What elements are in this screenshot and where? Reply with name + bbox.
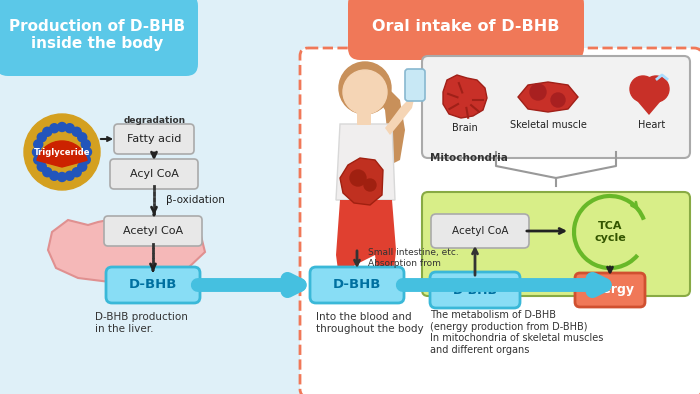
Polygon shape	[365, 80, 405, 165]
Polygon shape	[385, 95, 415, 135]
Text: The metabolism of D-BHB
(energy production from D-BHB)
In mitochondria of skelet: The metabolism of D-BHB (energy producti…	[430, 310, 603, 355]
Polygon shape	[518, 82, 578, 112]
Text: Skeletal muscle: Skeletal muscle	[510, 120, 587, 130]
Circle shape	[24, 114, 100, 190]
Text: Oral intake of D-BHB: Oral intake of D-BHB	[372, 19, 560, 33]
Circle shape	[339, 62, 391, 114]
Circle shape	[57, 173, 66, 182]
FancyBboxPatch shape	[431, 214, 529, 248]
FancyBboxPatch shape	[310, 267, 404, 303]
FancyBboxPatch shape	[106, 267, 200, 303]
Polygon shape	[48, 218, 205, 282]
FancyBboxPatch shape	[430, 272, 520, 308]
Circle shape	[81, 140, 90, 149]
Circle shape	[83, 147, 92, 156]
Wedge shape	[37, 141, 87, 167]
Text: D-BHB: D-BHB	[129, 279, 177, 292]
Circle shape	[81, 155, 90, 164]
Circle shape	[78, 162, 87, 171]
Circle shape	[530, 84, 546, 100]
FancyBboxPatch shape	[357, 111, 371, 125]
Circle shape	[630, 76, 656, 102]
Text: Production of D-BHB
inside the body: Production of D-BHB inside the body	[9, 19, 185, 51]
Circle shape	[72, 127, 81, 136]
Polygon shape	[336, 200, 396, 295]
Text: Into the blood and
throughout the body: Into the blood and throughout the body	[316, 312, 424, 334]
Text: Small intestine, etc.
Absorption from: Small intestine, etc. Absorption from	[368, 248, 458, 268]
Circle shape	[50, 124, 59, 133]
Text: Mitochondria: Mitochondria	[430, 153, 508, 163]
Text: Acetyl CoA: Acetyl CoA	[452, 226, 508, 236]
Text: Brain: Brain	[452, 123, 478, 133]
Text: β‐oxidation: β‐oxidation	[166, 195, 225, 205]
FancyBboxPatch shape	[300, 48, 700, 394]
Text: Acyl CoA: Acyl CoA	[130, 169, 178, 179]
FancyBboxPatch shape	[104, 216, 202, 246]
Circle shape	[364, 179, 376, 191]
Text: Heart: Heart	[638, 120, 666, 130]
Circle shape	[37, 162, 46, 171]
FancyBboxPatch shape	[422, 192, 690, 296]
Circle shape	[32, 147, 41, 156]
Text: Fatty acid: Fatty acid	[127, 134, 181, 144]
Text: D-BHB: D-BHB	[452, 284, 498, 297]
FancyBboxPatch shape	[348, 0, 584, 60]
Circle shape	[43, 168, 52, 177]
FancyBboxPatch shape	[422, 56, 690, 158]
Circle shape	[78, 133, 87, 142]
Text: D-BHB: D-BHB	[332, 279, 382, 292]
Polygon shape	[336, 124, 395, 200]
Circle shape	[57, 123, 66, 132]
Text: Energy: Energy	[585, 284, 634, 297]
Text: Acetyl CoA: Acetyl CoA	[123, 226, 183, 236]
Polygon shape	[632, 95, 666, 115]
Text: Triglyceride: Triglyceride	[34, 147, 90, 156]
Circle shape	[65, 171, 74, 180]
Circle shape	[50, 171, 59, 180]
Circle shape	[643, 76, 669, 102]
FancyBboxPatch shape	[114, 124, 194, 154]
FancyBboxPatch shape	[110, 159, 198, 189]
FancyBboxPatch shape	[575, 273, 645, 307]
FancyBboxPatch shape	[405, 69, 425, 101]
Circle shape	[37, 133, 46, 142]
Polygon shape	[443, 75, 487, 118]
Circle shape	[72, 168, 81, 177]
Text: TCA
cycle: TCA cycle	[594, 221, 626, 243]
Circle shape	[343, 70, 387, 114]
Circle shape	[578, 200, 642, 264]
Circle shape	[34, 155, 43, 164]
FancyBboxPatch shape	[0, 0, 198, 76]
Polygon shape	[340, 158, 383, 205]
Circle shape	[350, 170, 366, 186]
Text: degradation: degradation	[124, 115, 186, 125]
Circle shape	[43, 127, 52, 136]
Circle shape	[34, 140, 43, 149]
Circle shape	[551, 93, 565, 107]
Text: D-BHB production
in the liver.: D-BHB production in the liver.	[95, 312, 188, 334]
Circle shape	[65, 124, 74, 133]
